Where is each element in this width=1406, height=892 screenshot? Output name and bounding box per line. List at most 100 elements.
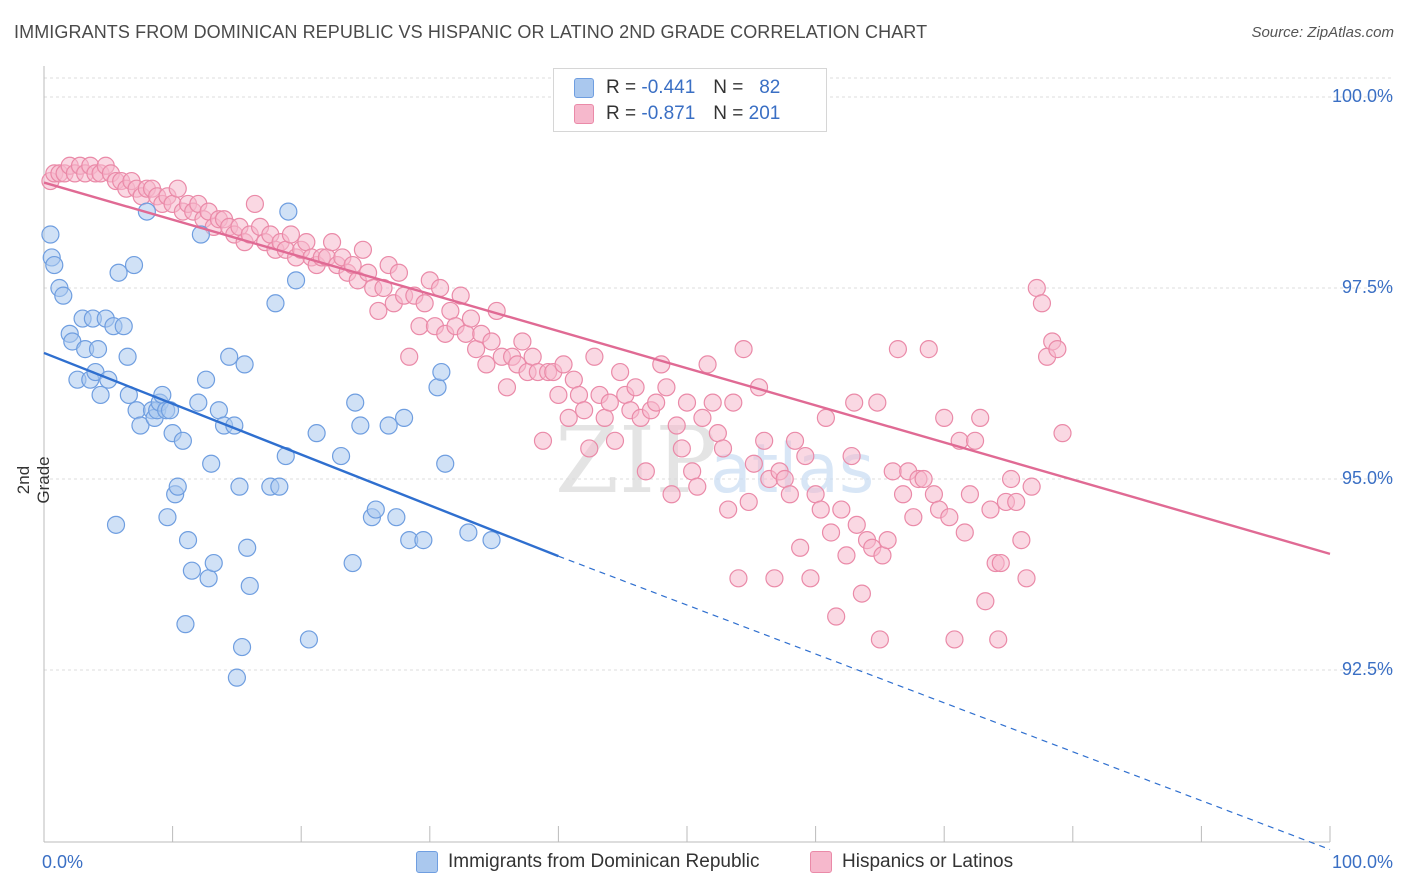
dominican-point: [270, 477, 289, 496]
hispanics-point: [1032, 294, 1052, 313]
hispanics-point: [981, 500, 1000, 519]
hispanics-point: [785, 431, 805, 450]
dominican-point: [109, 263, 128, 282]
hispanics-point: [893, 485, 913, 504]
hispanics-point: [600, 393, 619, 412]
dominican-point: [106, 515, 126, 534]
hispanics-point: [400, 347, 419, 366]
legend-row-hispanic: R = -0.871 N = 201: [574, 101, 780, 127]
dominican-point: [414, 531, 433, 550]
dominican-point: [127, 401, 146, 420]
legend-n-label: N =: [713, 77, 744, 98]
series-hispanics-points: [41, 156, 1072, 649]
series-legend-hispanic[interactable]: Hispanics or Latinos: [810, 851, 1013, 873]
y-tick-label: 95.0%: [1341, 468, 1393, 488]
hispanics-point: [724, 393, 743, 412]
hispanics-point: [657, 378, 676, 397]
hispanics-point: [837, 546, 856, 565]
dominican-point: [299, 630, 319, 649]
hispanics-point: [1027, 278, 1046, 298]
dominican-point: [41, 225, 60, 244]
hispanics-point: [801, 569, 820, 588]
hispanics-point: [976, 592, 995, 611]
hispanics-point: [842, 446, 861, 466]
hispanics-point: [611, 362, 630, 382]
dominican-point: [45, 255, 64, 275]
hispanics-point: [636, 462, 655, 481]
hispanics-point: [389, 263, 409, 282]
hispanics-point: [713, 439, 733, 458]
series-legend-label: Immigrants from Dominican Republic: [448, 851, 760, 872]
dominican-point: [118, 347, 137, 366]
hispanics-point: [497, 378, 517, 397]
hispanics-point: [868, 393, 887, 412]
y-tick-label: 100.0%: [1331, 86, 1393, 106]
trend-lines: [43, 181, 1331, 851]
series-legend-swatch-pink: [810, 851, 832, 873]
hispanics-point: [554, 355, 573, 374]
x-tick-label: 0.0%: [42, 852, 84, 872]
y-tick-label: 97.5%: [1341, 277, 1393, 297]
hispanics-point: [878, 531, 897, 550]
hispanics-point: [744, 454, 763, 473]
hispanics-point: [924, 485, 944, 504]
hispanics-point: [989, 630, 1008, 649]
hispanics-point: [688, 477, 707, 496]
dominican-point: [54, 286, 73, 305]
dominican-point: [235, 355, 254, 374]
hispanics-point: [647, 393, 666, 412]
hispanics-point: [451, 286, 470, 305]
hispanics-point: [564, 370, 583, 389]
dominican-point: [202, 454, 221, 473]
legend-swatch-pink: [574, 104, 594, 124]
dominican-point: [459, 523, 478, 542]
series-legend: Immigrants from Dominican Republic Hispa…: [0, 851, 1406, 879]
hispanics-point: [477, 355, 496, 374]
dominican-point: [482, 531, 501, 550]
hispanics-point: [456, 324, 475, 343]
dominican-point: [178, 531, 198, 550]
hispanics-point: [791, 538, 810, 557]
hispanics-point: [945, 630, 964, 649]
dominican-point: [131, 416, 150, 435]
hispanics-point: [410, 317, 429, 336]
dominican-point: [394, 408, 414, 427]
y-tick-label: 92.5%: [1341, 659, 1393, 679]
legend-n-value: 82: [759, 77, 781, 98]
hispanics-point: [904, 508, 923, 527]
hispanics-point: [322, 233, 342, 252]
dominican-point: [428, 378, 447, 397]
hispanics-point: [281, 225, 301, 244]
legend-swatch-blue: [574, 78, 594, 98]
hispanics-point: [369, 301, 388, 321]
trend-line-dominican-extension: [558, 555, 1331, 851]
hispanics-point: [533, 431, 553, 450]
dominican-point: [436, 454, 455, 473]
hispanics-point: [549, 385, 568, 405]
series-legend-dominican[interactable]: Immigrants from Dominican Republic: [416, 851, 760, 873]
dominican-point: [189, 393, 208, 412]
hispanics-point: [806, 485, 825, 504]
hispanics-point: [780, 485, 799, 504]
hispanics-point: [575, 401, 594, 420]
hispanics-point: [888, 340, 908, 359]
series-legend-label: Hispanics or Latinos: [842, 851, 1014, 872]
dominican-point: [196, 370, 216, 389]
dominican-point: [286, 271, 306, 290]
dominican-point: [176, 615, 195, 634]
legend-n-label: N =: [713, 103, 744, 124]
hispanics-point: [832, 500, 851, 519]
hispanics-point: [1053, 424, 1072, 443]
dominican-point: [199, 569, 218, 588]
hispanics-point: [765, 569, 784, 588]
hispanics-point: [585, 347, 604, 366]
hispanics-point: [605, 431, 625, 450]
hispanics-point: [775, 469, 794, 489]
dominican-point: [88, 340, 108, 359]
hispanics-point: [873, 546, 892, 565]
hispanics-point: [523, 347, 542, 366]
trend-line-hispanics: [43, 181, 1331, 556]
dominican-point: [379, 416, 398, 435]
dominican-point: [346, 393, 365, 412]
